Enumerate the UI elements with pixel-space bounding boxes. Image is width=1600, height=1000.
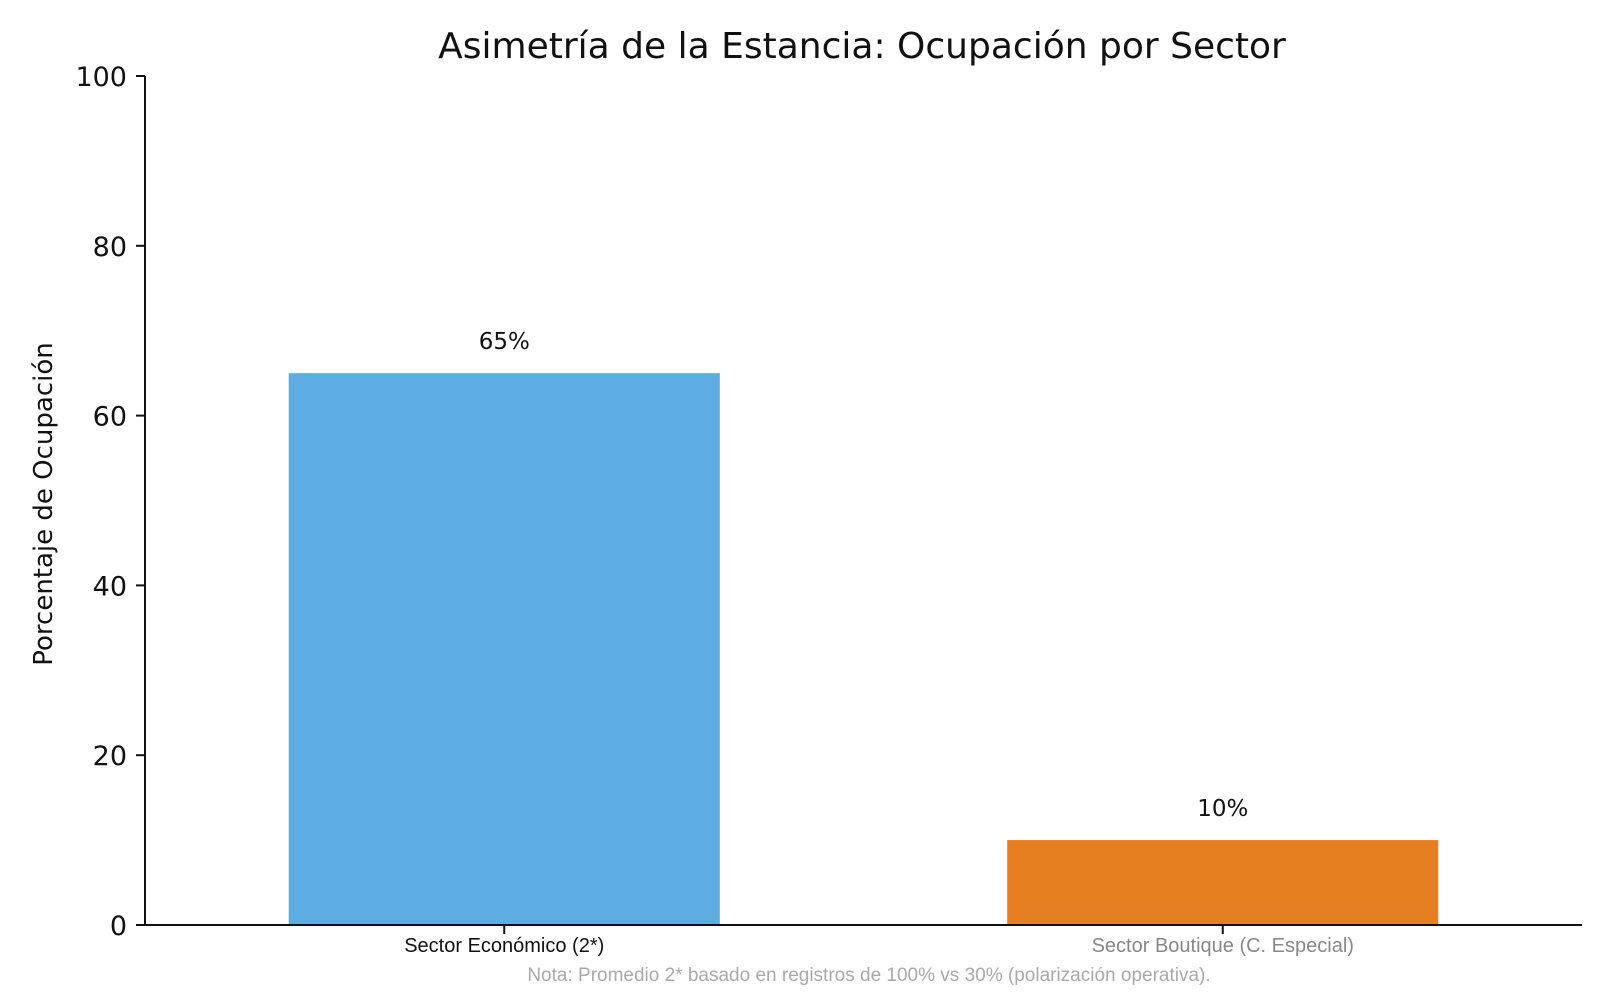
bars-group <box>288 373 1439 925</box>
value-labels-group: 65% 10% <box>479 329 1249 822</box>
bar-value-label: 65% <box>479 329 530 355</box>
y-axis-ticks: 0 20 40 60 80 100 <box>75 62 145 942</box>
y-tick-label: 20 <box>93 741 127 772</box>
bar <box>288 373 720 925</box>
y-axis-label: Porcentaje de Ocupación <box>29 342 59 666</box>
x-tick-label: Sector Boutique (C. Especial) <box>1092 935 1354 957</box>
y-tick-label: 80 <box>93 232 127 263</box>
y-tick-label: 0 <box>110 911 127 942</box>
y-tick-label: 100 <box>75 62 127 93</box>
chart-note: Nota: Promedio 2* basado en registros de… <box>527 965 1210 986</box>
bar <box>1007 840 1439 925</box>
y-tick-label: 40 <box>93 571 127 602</box>
bar-value-label: 10% <box>1197 796 1248 822</box>
y-tick-label: 60 <box>93 402 127 433</box>
chart-title: Asimetría de la Estancia: Ocupación por … <box>438 26 1286 67</box>
x-tick-label: Sector Económico (2*) <box>404 935 604 957</box>
x-axis-ticks: Sector Económico (2*) Sector Boutique (C.… <box>404 925 1354 957</box>
